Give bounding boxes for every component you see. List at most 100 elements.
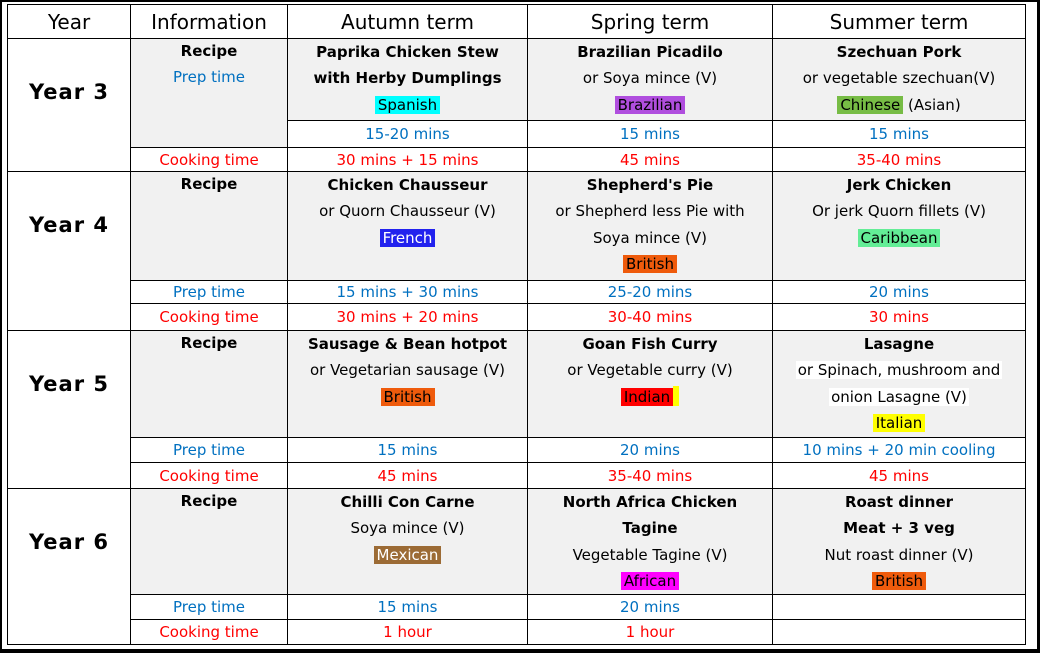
cuisine-line: Caribbean xyxy=(774,225,1025,251)
col-header-information: Information xyxy=(130,4,288,39)
cuisine-highlight-african: African xyxy=(620,571,680,590)
year-4-prep-row: Prep time 15 mins + 30 mins 25-20 mins 2… xyxy=(8,280,1026,304)
year-4-summer-prep-time: 20 mins xyxy=(772,280,1026,304)
year-4-autumn-recipe-cell: Chicken Chausseur or Quorn Chausseur (V)… xyxy=(287,171,528,281)
year-5-summer-recipe-cell: Lasagne or Spinach, mushroom and onion L… xyxy=(772,330,1026,438)
recipe-line: Soya mince (V) xyxy=(350,519,465,538)
year-6-summer-recipe-cell: Roast dinner Meat + 3 veg Nut roast dinn… xyxy=(772,488,1026,595)
cuisine-highlight-chinese: Chinese xyxy=(837,95,904,114)
year-5-label: Year 5 xyxy=(29,372,109,396)
cooking-curriculum-table: Year Information Autumn term Spring term… xyxy=(7,4,1026,645)
recipe-line: Goan Fish Curry xyxy=(582,335,718,353)
year-5-spring-cooking-time: 35-40 mins xyxy=(527,462,773,489)
year-3-info-cell: Recipe Prep time xyxy=(130,38,288,148)
year-6-prep-row: Prep time 15 mins 20 mins xyxy=(8,594,1026,620)
year-6-spring-cooking-time: 1 hour xyxy=(527,619,773,645)
year-6-autumn-cooking-time: 1 hour xyxy=(287,619,528,645)
year-5-autumn-cooking-time: 45 mins xyxy=(287,462,528,489)
white-highlighted-text: onion Lasagne (V) xyxy=(829,387,969,406)
prep-time-label: Prep time xyxy=(130,437,288,463)
year-3-recipe-row: Year 3 Recipe Prep time Paprika Chicken … xyxy=(7,38,1026,172)
year-3-label: Year 3 xyxy=(29,80,109,104)
recipe-line: North Africa Chicken xyxy=(562,493,738,511)
year-4-recipe-row: Year 4 Recipe Chicken Chausseur or Quorn… xyxy=(7,171,1026,331)
cuisine-highlight-mexican: Mexican xyxy=(373,545,442,564)
recipe-line: Szechuan Pork xyxy=(836,43,962,61)
cuisine-line: British xyxy=(529,251,772,277)
recipe-line: Meat + 3 veg xyxy=(843,519,955,538)
year-6-autumn-recipe-cell: Chilli Con Carne Soya mince (V) Mexican xyxy=(287,488,528,595)
cuisine-highlight-british: British xyxy=(380,387,435,406)
cuisine-suffix: (Asian) xyxy=(903,95,961,114)
recipe-line: or Vegetarian sausage (V) xyxy=(309,361,506,380)
year-5-cooking-row: Cooking time 45 mins 35-40 mins 45 mins xyxy=(8,462,1026,489)
cooking-time-label: Cooking time xyxy=(130,462,288,489)
year-6-summer-cooking-time xyxy=(772,619,1026,645)
year-3-autumn-recipe-cell: Paprika Chicken Stew with Herby Dumpling… xyxy=(287,38,528,121)
cuisine-highlight-spanish: Spanish xyxy=(374,95,441,114)
year-4-spring-recipe-cell: Shepherd's Pie or Shepherd less Pie with… xyxy=(527,171,773,281)
year-3-prep-row: 15-20 mins 15 mins 15 mins xyxy=(8,120,1026,148)
year-6-autumn-prep-time: 15 mins xyxy=(287,594,528,620)
year-5-autumn-prep-time: 15 mins xyxy=(287,437,528,463)
recipe-line: Roast dinner xyxy=(844,493,954,511)
white-highlighted-text: or Spinach, mushroom and xyxy=(795,361,1003,380)
prep-time-label: Prep time xyxy=(130,594,288,620)
year-6-label: Year 6 xyxy=(29,530,109,554)
year-3-cooking-row: Cooking time 30 mins + 15 mins 45 mins 3… xyxy=(8,147,1026,172)
year-3-autumn-prep-time: 15-20 mins xyxy=(287,120,528,148)
year-4-label: Year 4 xyxy=(29,213,109,237)
cuisine-line: Indian xyxy=(529,384,772,410)
year-6-cooking-row: Cooking time 1 hour 1 hour xyxy=(8,619,1026,645)
col-header-autumn-term: Autumn term xyxy=(287,4,528,39)
year-4-cell: Year 4 xyxy=(7,171,131,331)
recipe-line: or Quorn Chausseur (V) xyxy=(319,202,496,221)
year-6-spring-recipe-cell: North Africa Chicken Tagine Vegetable Ta… xyxy=(527,488,773,595)
recipe-line: Chilli Con Carne xyxy=(340,493,475,511)
year-3-spring-recipe-cell: Brazilian Picadilo or Soya mince (V) Bra… xyxy=(527,38,773,121)
header-row: Year Information Autumn term Spring term… xyxy=(7,4,1026,39)
year-4-cooking-row: Cooking time 30 mins + 20 mins 30-40 min… xyxy=(8,303,1026,331)
year-5-cell: Year 5 xyxy=(7,330,131,489)
year-6-summer-prep-time xyxy=(772,594,1026,620)
recipe-line: Lasagne xyxy=(863,335,935,353)
year-4-autumn-prep-time: 15 mins + 30 mins xyxy=(287,280,528,304)
year-3-summer-recipe-cell: Szechuan Pork or vegetable szechuan(V) C… xyxy=(772,38,1026,121)
year-5-summer-prep-time: 10 mins + 20 min cooling xyxy=(772,437,1026,463)
cuisine-line: Mexican xyxy=(289,542,527,568)
col-header-spring-term: Spring term xyxy=(527,4,773,39)
recipe-line: with Herby Dumplings xyxy=(313,69,502,88)
recipe-line: Or jerk Quorn fillets (V) xyxy=(812,202,986,221)
year-5-prep-row: Prep time 15 mins 20 mins 10 mins + 20 m… xyxy=(8,437,1026,463)
year-5-info-cell: Recipe xyxy=(130,330,288,438)
cuisine-highlight-caribbean: Caribbean xyxy=(857,228,941,247)
recipe-line: or Shepherd less Pie with xyxy=(555,202,745,221)
recipe-line: Shepherd's Pie xyxy=(586,176,714,194)
recipe-line: or Spinach, mushroom and xyxy=(774,357,1025,383)
cuisine-line: Chinese (Asian) xyxy=(774,92,1025,118)
cuisine-highlight-french: French xyxy=(379,228,436,247)
recipe-line: or Vegetable curry (V) xyxy=(567,361,733,380)
col-header-year: Year xyxy=(7,4,131,39)
cuisine-line: British xyxy=(289,384,527,410)
recipe-label: Recipe xyxy=(180,175,238,193)
year-6-recipe-row: Year 6 Recipe Chilli Con Carne Soya minc… xyxy=(7,488,1026,645)
cuisine-line: Brazilian xyxy=(529,92,772,118)
year-3-summer-prep-time: 15 mins xyxy=(772,120,1026,148)
yellow-highlight-sliver xyxy=(673,385,680,406)
col-header-summer-term: Summer term xyxy=(772,4,1026,39)
cuisine-highlight-indian: Indian xyxy=(620,387,674,406)
year-4-summer-recipe-cell: Jerk Chicken Or jerk Quorn fillets (V) C… xyxy=(772,171,1026,281)
cuisine-highlight-british: British xyxy=(872,571,926,590)
year-3-spring-cooking-time: 45 mins xyxy=(527,147,773,172)
year-3-summer-cooking-time: 35-40 mins xyxy=(772,147,1026,172)
year-6-cell: Year 6 xyxy=(7,488,131,645)
recipe-line: Nut roast dinner (V) xyxy=(824,545,974,564)
recipe-line: Sausage & Bean hotpot xyxy=(307,335,508,353)
year-5-recipe-row: Year 5 Recipe Sausage & Bean hotpot or V… xyxy=(7,330,1026,489)
recipe-line: Paprika Chicken Stew xyxy=(316,43,499,61)
year-5-autumn-recipe-cell: Sausage & Bean hotpot or Vegetarian saus… xyxy=(287,330,528,438)
cooking-time-label: Cooking time xyxy=(130,147,288,172)
cuisine-highlight-italian: Italian xyxy=(872,413,926,432)
